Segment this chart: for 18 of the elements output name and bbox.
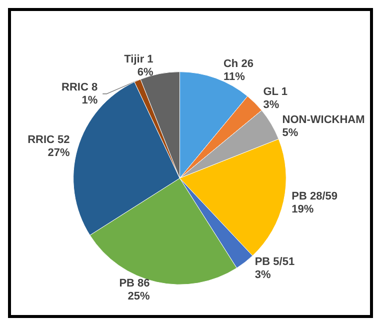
data-label: 19% [292,204,314,216]
slice-label: Ch 26 [223,58,254,70]
slice-label: RRIC 52 [28,134,70,146]
data-label: 11% [223,71,246,84]
slice-label: GL 1 [263,86,288,98]
data-label: 3% [263,99,280,112]
slice-label: PB 86 [119,277,150,290]
data-label: 1% [82,94,98,106]
slice-label: Tijir 1 [124,53,154,66]
data-label: 6% [137,66,154,78]
slice-label: NON-WICKHAM [282,114,365,126]
data-label: 27% [48,146,70,159]
data-label: 3% [254,269,271,282]
data-label: 5% [282,127,298,140]
data-label: 25% [128,290,150,302]
slice-label: RRIC 8 [62,81,98,94]
slice-label: PB 28/59 [292,190,338,203]
slice-label: PB 5/51 [254,256,295,268]
